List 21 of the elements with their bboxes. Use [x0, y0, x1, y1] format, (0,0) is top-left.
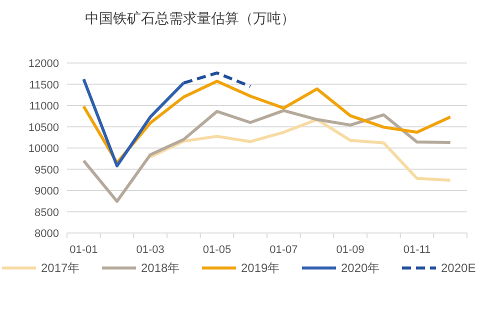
x-tick-label: 01-09	[336, 244, 364, 256]
y-tick-label: 9000	[34, 186, 59, 198]
y-tick-label: 10000	[28, 143, 59, 155]
legend-label: 2017年	[41, 261, 80, 275]
y-tick-label: 8500	[34, 206, 59, 219]
legend-label: 2018年	[141, 261, 180, 275]
chart-title: 中国铁矿石总需求量估算（万吨）	[85, 10, 295, 26]
legend-label: 2020E	[441, 261, 476, 275]
y-tick-label: 11000	[29, 100, 59, 112]
y-tick-label: 8000	[34, 228, 59, 240]
x-tick-label: 01-05	[202, 244, 232, 256]
y-tick-label: 11500	[29, 79, 59, 92]
x-tick-label: 01-01	[70, 244, 98, 256]
x-tick-label: 01-07	[270, 244, 298, 256]
legend-label: 2020年	[341, 261, 380, 275]
x-tick-label: 01-11	[403, 244, 431, 256]
y-tick-label: 12000	[28, 58, 59, 70]
y-tick-label: 10500	[28, 122, 59, 134]
legend-label: 2019年	[241, 261, 280, 275]
x-tick-label: 01-03	[136, 244, 164, 256]
y-tick-label: 9500	[34, 164, 59, 176]
